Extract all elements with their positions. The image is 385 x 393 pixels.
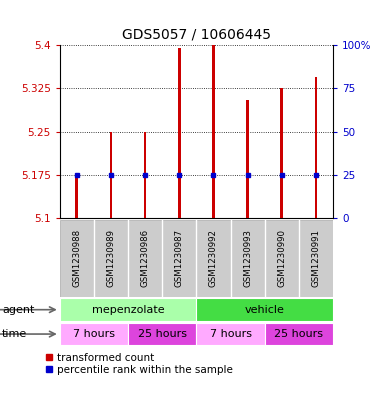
Bar xyxy=(60,323,128,345)
Text: GSM1230986: GSM1230986 xyxy=(141,230,150,287)
Text: GSM1230989: GSM1230989 xyxy=(106,230,115,287)
Title: GDS5057 / 10606445: GDS5057 / 10606445 xyxy=(122,27,271,41)
Text: agent: agent xyxy=(2,305,34,315)
Bar xyxy=(280,88,283,218)
Text: 7 hours: 7 hours xyxy=(73,329,115,339)
Bar xyxy=(110,132,112,218)
Bar xyxy=(60,298,196,321)
Bar xyxy=(144,132,146,218)
Bar xyxy=(246,100,249,218)
Text: 25 hours: 25 hours xyxy=(138,329,187,339)
Text: GSM1230991: GSM1230991 xyxy=(311,230,320,287)
Text: GSM1230992: GSM1230992 xyxy=(209,230,218,287)
Legend: transformed count, percentile rank within the sample: transformed count, percentile rank withi… xyxy=(46,353,233,375)
Text: time: time xyxy=(2,329,27,339)
Text: 7 hours: 7 hours xyxy=(209,329,251,339)
Bar xyxy=(196,298,333,321)
Text: GSM1230990: GSM1230990 xyxy=(277,230,286,287)
Text: GSM1230987: GSM1230987 xyxy=(175,230,184,287)
Text: 25 hours: 25 hours xyxy=(275,329,323,339)
Text: vehicle: vehicle xyxy=(245,305,285,315)
Bar xyxy=(128,323,196,345)
Text: mepenzolate: mepenzolate xyxy=(92,305,164,315)
Text: GSM1230993: GSM1230993 xyxy=(243,230,252,287)
Bar xyxy=(212,45,215,218)
Bar xyxy=(75,175,78,218)
Bar xyxy=(315,77,317,218)
Bar xyxy=(178,48,181,218)
Bar xyxy=(196,323,264,345)
Text: GSM1230988: GSM1230988 xyxy=(72,230,81,287)
Bar xyxy=(265,323,333,345)
